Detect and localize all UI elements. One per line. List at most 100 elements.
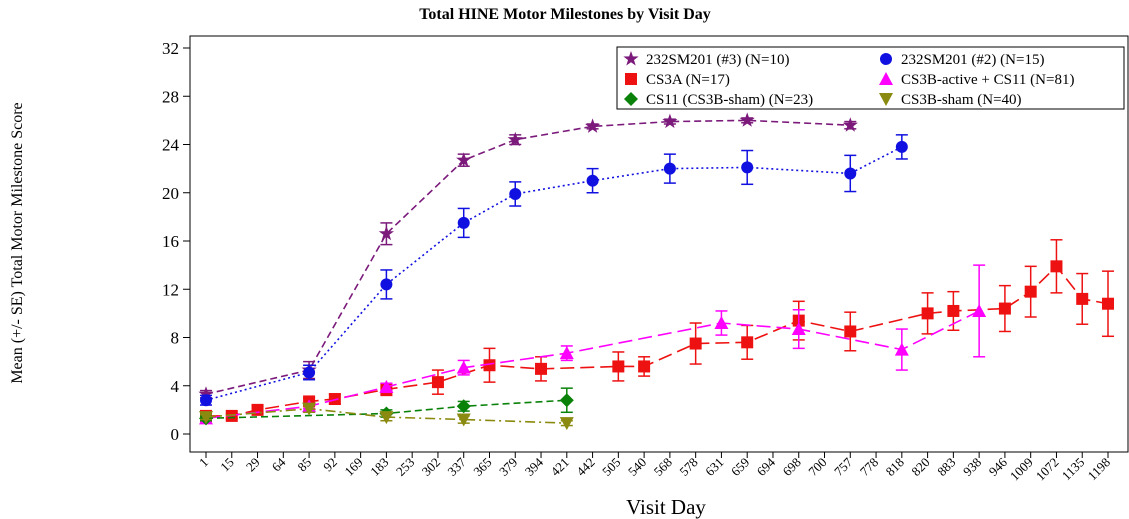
data-point xyxy=(303,366,316,379)
x-tick-label: 15 xyxy=(217,455,237,475)
data-point xyxy=(947,304,960,317)
data-point xyxy=(456,399,471,414)
plot-frame xyxy=(189,35,1129,453)
x-tick-label: 698 xyxy=(779,455,803,479)
data-point xyxy=(791,322,806,336)
series-line xyxy=(205,310,980,420)
legend-label: 232SM201 (#2) (N=15) xyxy=(901,52,1044,68)
y-tick-label: 8 xyxy=(171,329,180,348)
data-point xyxy=(456,360,471,374)
data-point xyxy=(895,140,908,153)
x-tick-label: 1135 xyxy=(1059,455,1088,484)
x-tick-label: 169 xyxy=(341,455,365,479)
y-tick-label: 24 xyxy=(162,136,180,155)
y-tick-label: 16 xyxy=(162,232,179,251)
data-point xyxy=(456,413,471,427)
x-tick-label: 694 xyxy=(754,454,779,479)
y-tick-label: 28 xyxy=(162,87,179,106)
legend-marker xyxy=(880,53,892,65)
legend-label: CS11 (CS3B-sham) (N=23) xyxy=(646,92,813,108)
data-point xyxy=(663,162,676,175)
legend-label: CS3A (N=17) xyxy=(646,72,730,88)
series-line xyxy=(205,119,851,395)
data-point xyxy=(1050,260,1063,273)
data-point xyxy=(585,118,601,133)
x-tick-label: 183 xyxy=(367,455,391,479)
data-point xyxy=(1102,297,1114,310)
x-tick-label: 337 xyxy=(444,454,469,479)
data-point xyxy=(198,386,214,401)
x-tick-label: 946 xyxy=(986,454,1011,479)
data-point xyxy=(638,360,651,373)
data-point xyxy=(714,316,729,330)
legend-marker xyxy=(623,51,639,66)
data-point xyxy=(457,216,470,229)
data-point xyxy=(741,161,754,174)
y-tick-label: 12 xyxy=(162,280,179,299)
x-tick-label: 92 xyxy=(320,455,340,475)
legend-marker xyxy=(879,72,893,85)
x-tick-label: 394 xyxy=(522,454,547,479)
data-point xyxy=(1024,285,1037,298)
x-tick-label: 505 xyxy=(599,455,623,479)
data-point xyxy=(844,167,857,180)
data-point xyxy=(998,302,1011,315)
x-tick-label: 540 xyxy=(625,455,649,479)
x-tick-label: 379 xyxy=(496,455,520,479)
x-tick-label: 421 xyxy=(548,455,572,479)
data-point xyxy=(431,376,444,389)
data-point xyxy=(842,117,858,132)
data-point xyxy=(251,403,264,416)
series-line xyxy=(206,265,1109,417)
data-point xyxy=(507,131,523,147)
x-tick-label: 568 xyxy=(651,455,675,479)
y-tick-label: 4 xyxy=(171,377,180,396)
x-tick-label: 700 xyxy=(805,455,829,479)
x-tick-label: 1198 xyxy=(1084,455,1113,484)
data-point xyxy=(535,362,548,375)
data-point xyxy=(894,342,909,356)
x-tick-label: 302 xyxy=(419,455,443,479)
x-tick-label: 578 xyxy=(676,455,700,479)
data-point xyxy=(379,411,394,425)
x-tick-label: 442 xyxy=(573,455,597,479)
data-point xyxy=(921,307,934,320)
x-tick-label: 29 xyxy=(243,455,263,475)
x-tick-label: 883 xyxy=(934,455,958,479)
x-axis-label: Visit Day xyxy=(626,495,706,519)
legend-marker xyxy=(879,93,893,106)
legend-marker xyxy=(625,73,637,85)
chart-title: Total HINE Motor Milestones by Visit Day xyxy=(419,6,711,23)
legend-box xyxy=(616,46,1125,110)
data-point xyxy=(972,303,987,317)
data-point xyxy=(559,417,574,431)
y-tick-label: 0 xyxy=(171,425,180,444)
data-point xyxy=(559,346,574,360)
data-point xyxy=(844,325,857,338)
data-point xyxy=(199,411,213,425)
x-tick-label: 757 xyxy=(831,454,856,479)
y-axis-label: Mean (+/- SE) Total Motor Milestone Scor… xyxy=(9,102,26,383)
data-point xyxy=(739,112,755,127)
data-point xyxy=(559,393,574,408)
data-point xyxy=(378,225,394,241)
data-point xyxy=(483,359,496,372)
x-tick-label: 64 xyxy=(269,454,289,474)
x-tick-label: 253 xyxy=(393,455,417,479)
data-point xyxy=(200,394,212,407)
data-point xyxy=(456,152,472,167)
legend-label: 232SM201 (#3) (N=10) xyxy=(646,52,789,68)
series-line xyxy=(205,399,567,420)
legend-label: CS3B-active + CS11 (N=81) xyxy=(901,72,1074,88)
x-tick-label: 85 xyxy=(294,455,314,475)
data-point xyxy=(612,360,625,373)
legend-marker xyxy=(624,92,638,106)
x-tick-label: 818 xyxy=(883,455,907,479)
y-tick-label: 32 xyxy=(162,39,179,58)
data-point xyxy=(586,174,599,187)
data-point xyxy=(379,379,394,393)
data-point xyxy=(509,187,522,200)
data-point xyxy=(1076,292,1089,305)
data-point xyxy=(302,402,317,416)
